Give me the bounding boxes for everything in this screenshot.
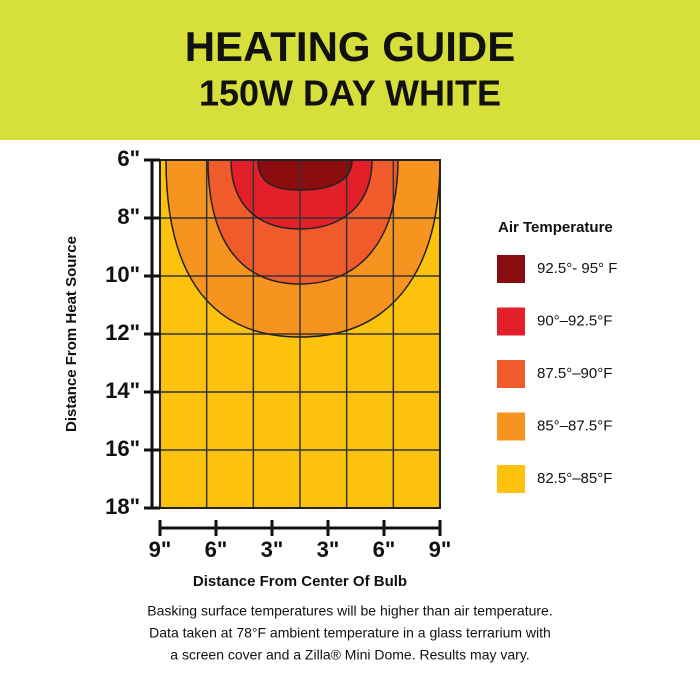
subtitle: 150W DAY WHITE <box>199 73 501 114</box>
legend-swatch <box>497 255 525 283</box>
heat-map <box>159 159 441 509</box>
x-tick-label: 3" <box>317 537 340 562</box>
x-tick-label: 9" <box>429 537 452 562</box>
legend-swatch <box>497 307 525 336</box>
y-tick-label: 6" <box>117 146 140 171</box>
x-tick-label: 6" <box>205 537 228 562</box>
y-axis-label: Distance From Heat Source <box>63 236 80 432</box>
legend-label: 90°–92.5°F <box>537 312 612 329</box>
contour <box>165 159 441 338</box>
legend-label: 92.5°- 95° F <box>537 260 617 277</box>
x-axis-label: Distance From Center Of Bulb <box>193 573 407 590</box>
y-tick-label: 12" <box>105 320 140 345</box>
legend-swatch <box>497 465 525 493</box>
x-tick-label: 9" <box>149 537 172 562</box>
legend-swatch <box>497 412 525 441</box>
legend-label: 87.5°–90°F <box>537 365 612 382</box>
legend-swatch <box>497 360 525 388</box>
legend-label: 85°–87.5°F <box>537 417 612 434</box>
header-band <box>0 0 700 140</box>
contour <box>257 159 353 191</box>
legend-label: 82.5°–85°F <box>537 470 612 487</box>
footnote-line: Data taken at 78°F ambient temperature i… <box>149 625 551 641</box>
title: HEATING GUIDE <box>185 23 516 70</box>
zone <box>258 160 352 190</box>
footnote-line: a screen cover and a Zilla® Mini Dome. R… <box>170 647 529 663</box>
y-tick-label: 10" <box>105 262 140 287</box>
y-tick-label: 8" <box>117 204 140 229</box>
contour <box>230 159 373 230</box>
legend-title: Air Temperature <box>498 219 613 236</box>
x-tick-label: 6" <box>373 537 396 562</box>
footnote-line: Basking surface temperatures will be hig… <box>147 603 552 619</box>
y-tick-label: 14" <box>105 378 140 403</box>
y-tick-label: 16" <box>105 436 140 461</box>
y-tick-label: 18" <box>105 494 140 519</box>
contour <box>207 159 399 285</box>
x-tick-label: 3" <box>261 537 284 562</box>
